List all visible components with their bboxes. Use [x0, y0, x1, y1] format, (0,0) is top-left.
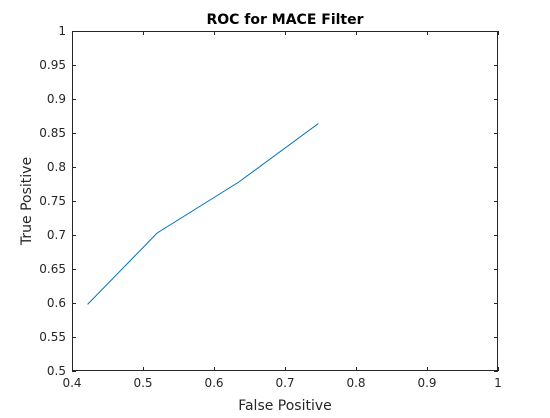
x-tick-label: 0.7 [275, 376, 294, 390]
x-tick-labels: 0.4 0.5 0.6 0.7 0.8 0.9 1 [62, 376, 501, 390]
y-tick-label: 0.6 [47, 296, 66, 310]
y-tick-label: 1 [58, 24, 66, 38]
x-tick-label: 0.5 [133, 376, 152, 390]
y-tick-label: 0.65 [39, 262, 66, 276]
x-axis-title: False Positive [238, 398, 332, 414]
y-tick-label: 0.85 [39, 126, 66, 140]
x-tick-label: 0.9 [417, 376, 436, 390]
axes-box [72, 31, 498, 371]
x-tick-label: 0.4 [62, 376, 81, 390]
y-tick-labels: 0.5 0.55 0.6 0.65 0.7 0.75 0.8 0.85 0.9 0.95 1 [39, 24, 66, 378]
y-tick-label: 0.75 [39, 194, 66, 208]
y-tick-label: 0.55 [39, 330, 66, 344]
x-tick-label: 1 [494, 376, 502, 390]
y-tick-label: 0.9 [47, 92, 66, 106]
y-axis-title: True Positive [19, 157, 35, 246]
chart-title: ROC for MACE Filter [206, 12, 363, 28]
y-tick-label: 0.5 [47, 364, 66, 378]
y-tick-label: 0.7 [47, 228, 66, 242]
plot-area [72, 31, 498, 371]
series-layer [87, 123, 319, 305]
x-tick-label: 0.6 [204, 376, 223, 390]
y-tick-label: 0.95 [39, 58, 66, 72]
y-tick-label: 0.8 [47, 160, 66, 174]
x-tick-label: 0.8 [346, 376, 365, 390]
roc-series-line [87, 123, 319, 305]
